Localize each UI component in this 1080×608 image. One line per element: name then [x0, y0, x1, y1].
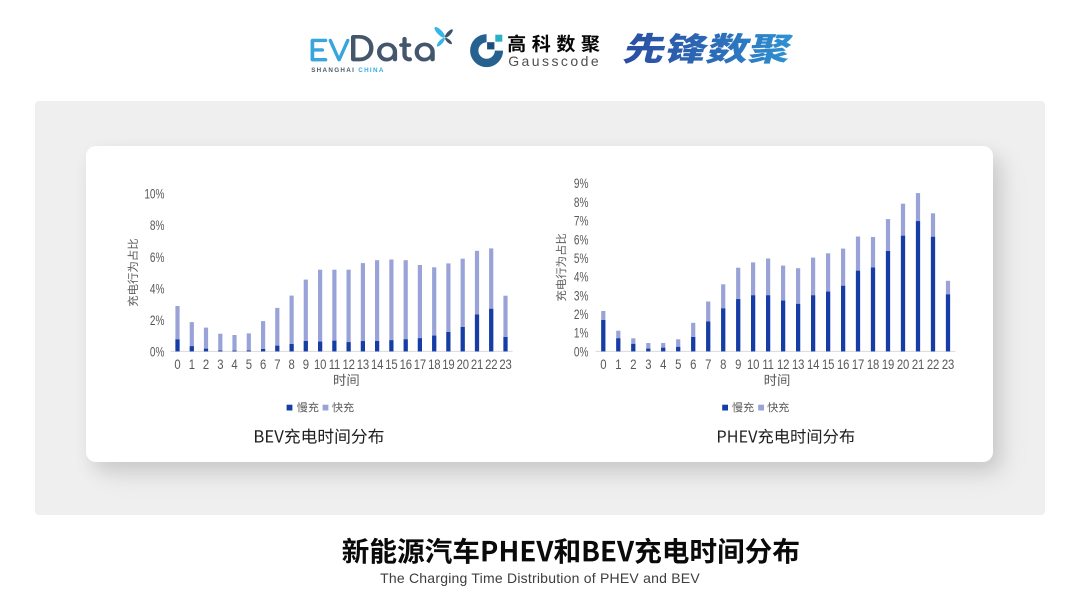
svg-text:22: 22: [927, 357, 939, 372]
svg-text:0: 0: [174, 357, 180, 372]
svg-text:4: 4: [231, 357, 237, 372]
svg-text:1: 1: [615, 357, 621, 372]
svg-text:0%: 0%: [574, 344, 589, 360]
svg-text:14: 14: [371, 357, 383, 372]
svg-text:15: 15: [822, 357, 834, 372]
svg-text:3: 3: [217, 357, 223, 372]
svg-text:10%: 10%: [144, 186, 164, 202]
svg-text:6: 6: [690, 357, 696, 372]
svg-text:13: 13: [357, 357, 369, 372]
svg-text:8: 8: [720, 357, 726, 372]
svg-text:23: 23: [942, 357, 954, 372]
svg-text:4%: 4%: [574, 269, 589, 285]
svg-text:9%: 9%: [574, 176, 589, 192]
svg-text:22: 22: [485, 357, 497, 372]
svg-text:3: 3: [645, 357, 651, 372]
svg-text:19: 19: [442, 357, 454, 372]
svg-text:11: 11: [329, 357, 341, 372]
svg-text:18: 18: [867, 357, 879, 372]
svg-text:5%: 5%: [574, 250, 589, 266]
svg-text:6: 6: [260, 357, 266, 372]
svg-text:0: 0: [600, 357, 606, 372]
svg-text:4%: 4%: [150, 281, 165, 297]
svg-text:17: 17: [414, 357, 426, 372]
svg-text:21: 21: [912, 357, 924, 372]
svg-text:2: 2: [203, 357, 209, 372]
svg-text:8%: 8%: [150, 218, 165, 234]
svg-text:8%: 8%: [574, 194, 589, 210]
svg-text:21: 21: [471, 357, 483, 372]
svg-text:2%: 2%: [150, 312, 165, 328]
svg-text:5: 5: [246, 357, 252, 372]
svg-text:1: 1: [189, 357, 195, 372]
svg-text:16: 16: [400, 357, 412, 372]
svg-text:17: 17: [852, 357, 864, 372]
svg-text:9: 9: [735, 357, 741, 372]
svg-text:9: 9: [303, 357, 309, 372]
svg-text:7: 7: [274, 357, 280, 372]
svg-text:19: 19: [882, 357, 894, 372]
svg-text:10: 10: [314, 357, 326, 372]
svg-text:15: 15: [385, 357, 397, 372]
svg-text:4: 4: [660, 357, 666, 372]
svg-text:8: 8: [289, 357, 295, 372]
svg-text:2%: 2%: [574, 306, 589, 322]
svg-text:Gausscode: Gausscode: [508, 53, 601, 69]
svg-text:14: 14: [807, 357, 819, 372]
svg-text:3%: 3%: [574, 288, 589, 304]
svg-text:11: 11: [762, 357, 774, 372]
svg-text:16: 16: [837, 357, 849, 372]
svg-text:6%: 6%: [150, 249, 165, 265]
svg-text:2: 2: [630, 357, 636, 372]
svg-text:12: 12: [777, 357, 789, 372]
svg-text:5: 5: [675, 357, 681, 372]
svg-text:20: 20: [897, 357, 909, 372]
svg-text:6%: 6%: [574, 232, 589, 248]
svg-text:13: 13: [792, 357, 804, 372]
svg-text:23: 23: [499, 357, 511, 372]
svg-text:20: 20: [457, 357, 469, 372]
svg-text:10: 10: [747, 357, 759, 372]
svg-text:12: 12: [342, 357, 354, 372]
svg-text:7%: 7%: [574, 213, 589, 229]
svg-text:1%: 1%: [574, 325, 589, 341]
svg-text:7: 7: [705, 357, 711, 372]
svg-text:0%: 0%: [150, 344, 165, 360]
svg-text:18: 18: [428, 357, 440, 372]
